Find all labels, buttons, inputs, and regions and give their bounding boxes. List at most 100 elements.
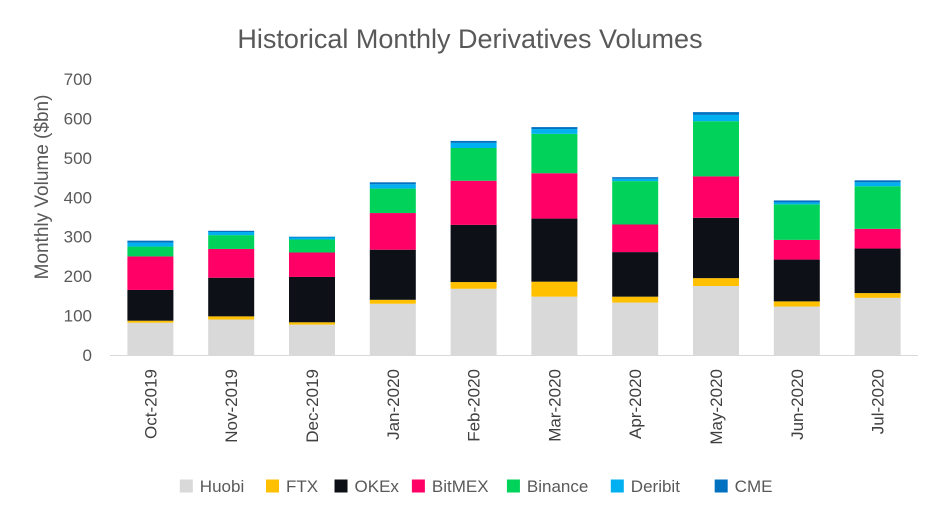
bar-segment-binance [693,121,739,177]
legend-item-bitmex: BitMEX [411,477,489,496]
legend-label: OKEx [355,477,400,496]
legend: Huobi FTX OKEx BitMEX Binance Deribit CME [179,477,773,496]
legend-swatch [179,479,193,493]
bar-segment-ftx [289,322,335,325]
bar-segment-cme [854,180,901,183]
bar-segment-okex [450,224,497,283]
bar-segment-binance [289,239,335,253]
bar-segment-huobi [854,297,901,355]
bar-segment-deribit [854,182,901,187]
legend-item-cme: CME [714,477,773,496]
legend-swatch [266,479,279,493]
bar-segment-deribit [612,178,659,182]
bar-segment-cme [612,177,659,179]
x-tick-label: Jan-2020 [384,369,403,440]
bar-segment-okex [612,252,659,297]
bar-segment-okex [369,249,416,300]
bar-segment-cme [773,200,820,203]
bar-segment-deribit [289,237,335,240]
bar-segment-okex [773,259,820,302]
y-tick-label: 0 [83,346,92,365]
bar-segment-okex [289,276,335,323]
bar-segment-bitmex [450,180,497,225]
x-tick-label: May-2020 [707,369,726,445]
legend-swatch [610,479,624,493]
bar-segment-cme [289,236,335,238]
legend-label: BitMEX [432,477,489,496]
bar-segment-bitmex [369,213,416,250]
bar-segment-okex [693,217,739,279]
bar-segment-cme [208,230,255,232]
y-tick-label: 400 [64,188,92,207]
bar-segment-deribit [450,142,497,148]
plot-area: 0 100 200 300 400 500 600 700 Oct-2019 Nov-2019 De… [64,70,918,445]
bar-segment-huobi [208,319,255,355]
bar-segment-ftx [127,320,174,323]
y-tick-label: 200 [64,267,92,286]
bar-segment-deribit [531,129,578,134]
legend-item-deribit: Deribit [610,477,680,496]
bar-segment-okex [127,289,174,321]
bar-segment-okex [854,248,901,294]
legend-swatch [334,479,348,493]
legend-item-okex: OKEx [334,477,400,496]
bar-segment-cme [693,112,739,115]
bar-segment-binance [369,188,416,214]
bar-segment-cme [531,127,578,130]
x-tick-label: Jul-2020 [869,369,888,434]
bar-segment-okex [208,277,255,317]
bar-segment-huobi [450,288,497,355]
legend-label: Deribit [631,477,680,496]
bar-segment-bitmex [854,228,901,249]
bar-segment-deribit [773,202,820,205]
bar-segment-huobi [369,303,416,355]
bar-segment-binance [773,204,820,240]
legend-swatch [506,479,520,493]
x-tick-label: Oct-2019 [141,369,160,439]
bar-segment-binance [854,186,901,229]
y-tick-label: 600 [64,109,92,128]
bar-segment-bitmex [612,224,659,253]
bar-segment-huobi [531,296,578,355]
bar-segment-okex [531,218,578,282]
bar-segment-huobi [612,302,659,355]
bar-segment-binance [612,181,659,225]
y-tick-label: 300 [64,228,92,247]
legend-label: Huobi [200,477,244,496]
y-tick-label: 100 [64,307,92,326]
bar-segment-ftx [450,282,497,289]
bar-segment-cme [127,240,174,243]
x-tick-label: Apr-2020 [626,369,645,439]
x-tick-label: Jun-2020 [788,369,807,440]
bar-segment-ftx [693,278,739,286]
x-tick-label: Feb-2020 [465,369,484,442]
y-tick-label: 700 [64,70,92,89]
legend-item-huobi: Huobi [179,477,244,496]
bar-segment-deribit [208,231,255,236]
bar-segment-ftx [773,301,820,307]
legend-label: Binance [527,477,588,496]
bar-segment-deribit [127,242,174,247]
legend-item-ftx: FTX [266,477,318,496]
chart-title: Historical Monthly Derivatives Volumes [237,24,702,54]
bar-segment-bitmex [773,239,820,260]
bar-segment-bitmex [127,256,174,290]
bar-segment-huobi [773,306,820,355]
bar-segment-ftx [854,293,901,298]
bar-segment-bitmex [208,248,255,278]
legend-swatch [411,479,425,493]
bar-segment-bitmex [289,252,335,277]
bar-segment-huobi [693,286,739,355]
bar-segment-binance [450,148,497,181]
x-tick-label: Nov-2019 [222,369,241,443]
x-tick-label: Mar-2020 [545,369,564,442]
bar-segment-huobi [127,322,174,355]
bar-segment-binance [127,246,174,257]
legend-label: CME [735,477,773,496]
bar-segment-binance [531,133,578,174]
legend-item-binance: Binance [506,477,588,496]
bar-segment-deribit [369,184,416,189]
bar-segment-bitmex [693,176,739,218]
bar-segment-cme [369,182,416,185]
